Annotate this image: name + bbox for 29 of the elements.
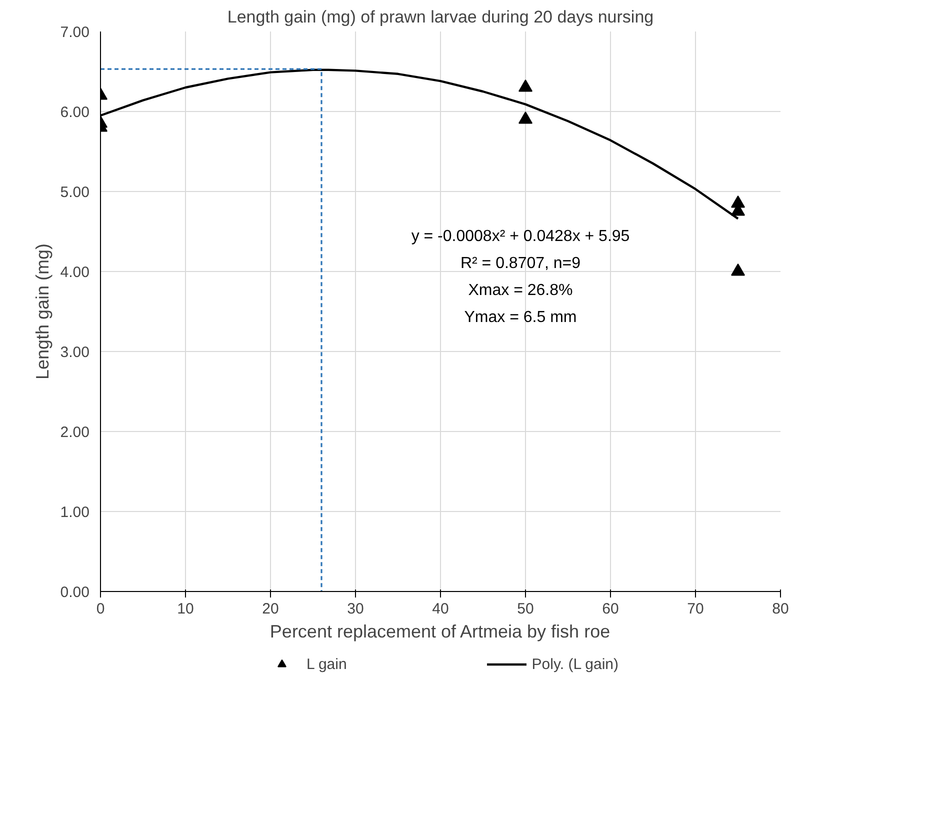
x-tick-label: 60: [602, 600, 619, 618]
x-tick-label: 50: [517, 600, 534, 618]
x-tick-label: 70: [687, 600, 704, 618]
x-tick-label: 10: [177, 600, 194, 618]
x-tick-label: 20: [262, 600, 279, 618]
point: [518, 111, 532, 124]
x-tick-label: 30: [347, 600, 364, 618]
annotation: Xmax = 26.8%: [468, 282, 573, 299]
y-tick-label: 5.00: [60, 184, 90, 201]
y-tick-label: 1.00: [60, 504, 90, 521]
y-axis-title: Length gain (mg): [32, 243, 52, 380]
y-tick-label: 3.00: [60, 344, 90, 361]
chart-title: Length gain (mg) of prawn larvae during 20 days nursing: [227, 8, 654, 26]
y-tick-label: 4.00: [60, 264, 90, 281]
x-tick-label: 40: [432, 600, 449, 618]
point: [518, 79, 532, 92]
y-tick-label: 2.00: [60, 424, 90, 441]
x-tick-label: 0: [96, 600, 105, 618]
legend-label: L gain: [306, 656, 347, 672]
annotation: y = -0.0008x² + 0.0428x + 5.95: [411, 228, 630, 245]
x-tick-label: 80: [772, 600, 789, 618]
annotation: R² = 0.8707, n=9: [460, 255, 581, 272]
point: [731, 263, 745, 276]
x-axis-title: Percent replacement of Artmeia by fish roe: [270, 622, 610, 642]
y-tick-label: 7.00: [60, 24, 90, 41]
y-tick-label: 6.00: [60, 104, 90, 121]
annotation: Ymax = 6.5 mm: [464, 309, 577, 326]
legend-label: Poly. (L gain): [532, 656, 619, 672]
y-tick-label: 0.00: [60, 584, 90, 601]
